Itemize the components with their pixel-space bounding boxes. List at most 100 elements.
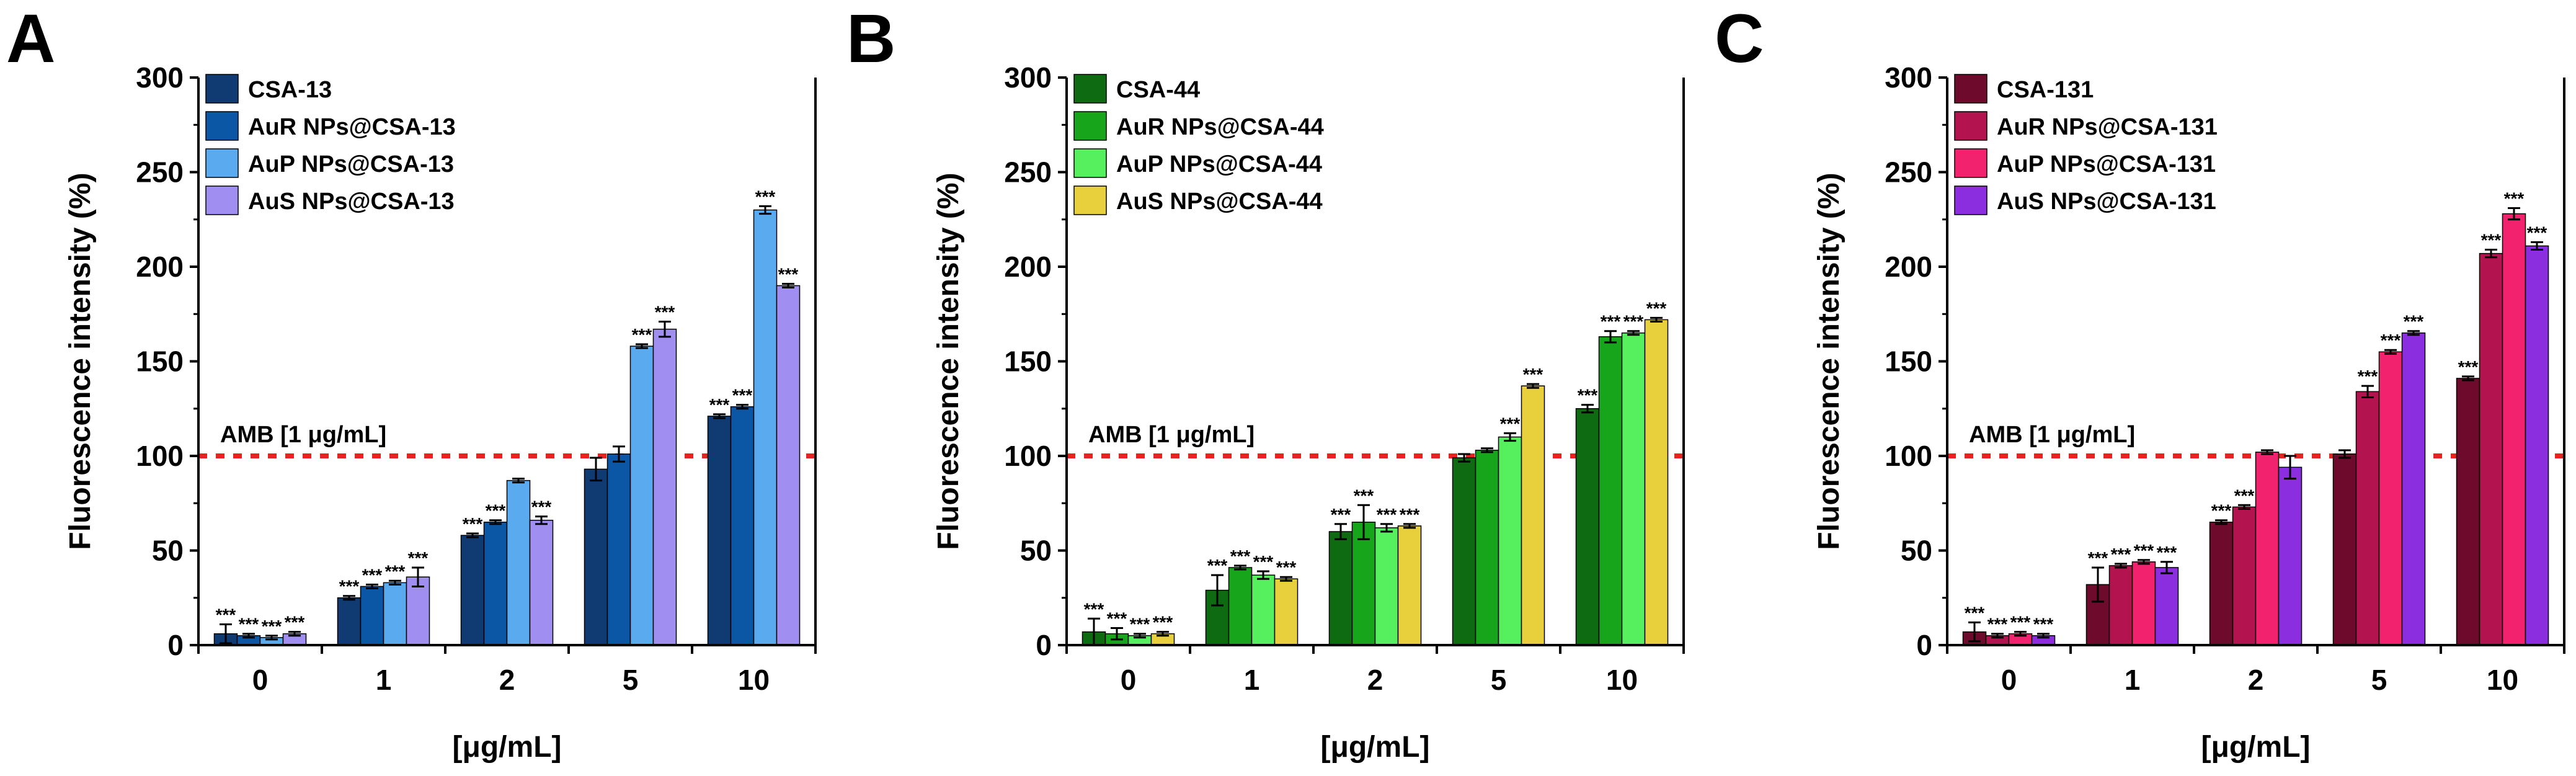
legend-label: AuR NPs@CSA-44	[1116, 114, 1324, 140]
legend-swatch	[1073, 185, 1107, 215]
y-tick-label: 200	[1885, 251, 1932, 283]
y-tick-label: 250	[1004, 156, 1052, 189]
significance-label: ***	[2504, 189, 2525, 208]
significance-label: ***	[2088, 548, 2108, 568]
bar	[1598, 336, 1623, 646]
legend-label: AuP NPs@CSA-131	[1997, 151, 2216, 177]
bar	[2232, 506, 2257, 646]
y-tick-label: 150	[136, 346, 184, 378]
significance-label: ***	[2527, 223, 2547, 242]
bar	[584, 468, 608, 646]
significance-label: ***	[1500, 414, 1521, 433]
significance-label: ***	[2358, 367, 2378, 386]
significance-label: ***	[1130, 615, 1150, 634]
bar	[1575, 408, 1600, 646]
x-tick-label: 5	[1491, 664, 1507, 696]
legend-swatch	[205, 74, 239, 104]
legend-swatch	[1954, 74, 1988, 104]
bar	[1475, 450, 1499, 646]
y-tick-label: 150	[1004, 346, 1052, 378]
y-tick-label: 200	[1004, 251, 1052, 283]
y-tick-label: 50	[1020, 535, 1052, 567]
y-axis-title: Fluorescence intensity (%)	[64, 172, 97, 550]
significance-label: ***	[1331, 505, 1351, 524]
significance-label: ***	[1354, 486, 1374, 505]
significance-label: ***	[262, 617, 282, 636]
significance-label: ***	[632, 325, 652, 344]
y-tick-label: 0	[167, 629, 184, 661]
y-tick-label: 50	[1901, 535, 1932, 567]
bar	[707, 416, 732, 646]
significance-label: ***	[1153, 613, 1173, 632]
legend-label: CSA-13	[248, 77, 332, 103]
significance-label: ***	[732, 386, 753, 405]
significance-label: ***	[285, 613, 305, 632]
bar	[1251, 574, 1276, 646]
x-tick-label: 1	[376, 664, 392, 696]
significance-label: ***	[2033, 615, 2054, 634]
x-tick-label: 10	[738, 664, 770, 696]
significance-label: ***	[1377, 505, 1397, 524]
x-tick-label: 1	[1244, 664, 1260, 696]
bar	[2355, 391, 2380, 646]
legend-swatch	[205, 111, 239, 141]
significance-label: ***	[655, 302, 675, 321]
x-tick-label: 1	[2125, 664, 2141, 696]
legend-swatch	[205, 185, 239, 215]
bar	[506, 479, 531, 646]
significance-label: ***	[2404, 312, 2424, 331]
y-tick-label: 50	[152, 535, 184, 567]
bar	[2525, 245, 2549, 646]
y-tick-label: 250	[1885, 156, 1932, 189]
bar	[629, 346, 654, 646]
panel-letter: B	[846, 1, 895, 77]
bar	[1351, 522, 1376, 646]
y-tick-label: 100	[1885, 440, 1932, 472]
bar	[383, 582, 407, 646]
bar	[2479, 252, 2503, 646]
significance-label: ***	[755, 187, 776, 206]
bar	[1328, 531, 1353, 646]
bar	[2154, 567, 2179, 646]
legend-swatch	[1073, 111, 1107, 141]
bar	[1452, 457, 1477, 646]
bar	[2209, 522, 2234, 646]
significance-label: ***	[1107, 609, 1127, 628]
bar	[2255, 452, 2280, 646]
significance-label: ***	[486, 501, 506, 520]
x-axis-title: [μg/mL]	[453, 731, 562, 764]
bar	[2131, 561, 2156, 646]
significance-label: ***	[1578, 386, 1598, 405]
y-tick-label: 0	[1916, 629, 1932, 661]
x-axis-title: [μg/mL]	[1321, 731, 1430, 764]
bar	[1374, 527, 1399, 646]
bar	[360, 586, 384, 646]
bar	[2502, 213, 2526, 646]
significance-label: ***	[1623, 312, 1644, 331]
significance-label: ***	[1646, 298, 1667, 318]
significance-label: ***	[1084, 599, 1104, 618]
x-tick-label: 10	[1606, 664, 1638, 696]
significance-label: ***	[463, 514, 483, 533]
legend-swatch	[1954, 111, 1988, 141]
y-tick-label: 0	[1036, 629, 1052, 661]
significance-label: ***	[778, 264, 799, 283]
bar	[2278, 466, 2303, 646]
significance-label: ***	[2134, 541, 2154, 560]
bar	[730, 406, 755, 646]
legend-swatch	[1954, 185, 1988, 215]
bar	[1621, 332, 1646, 646]
legend-swatch	[205, 148, 239, 178]
significance-label: ***	[2157, 543, 2177, 562]
significance-label: ***	[239, 615, 259, 634]
bar	[1521, 385, 1545, 646]
y-tick-label: 100	[1004, 440, 1052, 472]
legend-swatch	[1073, 74, 1107, 104]
legend-label: AuS NPs@CSA-131	[1997, 189, 2216, 215]
legend-label: CSA-44	[1116, 77, 1200, 103]
y-tick-label: 250	[136, 156, 184, 189]
significance-label: ***	[1230, 546, 1251, 566]
